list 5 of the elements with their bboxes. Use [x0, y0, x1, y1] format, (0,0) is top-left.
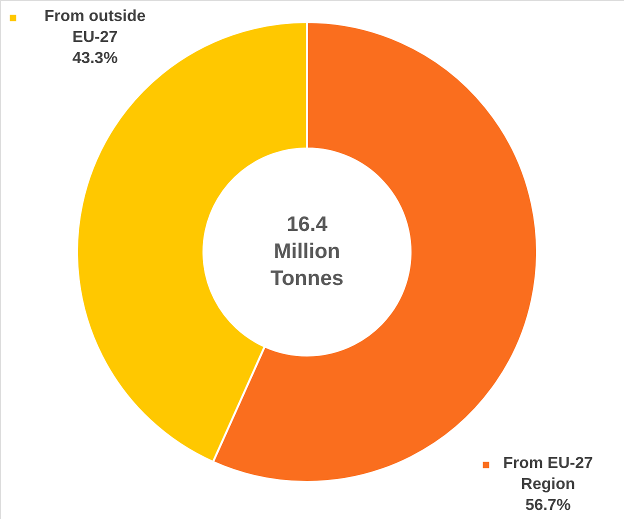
data-label: 56.7% — [525, 497, 571, 514]
legend-label: From outside EU-27 — [44, 8, 146, 46]
legend-label: From EU-27 Region — [503, 455, 593, 493]
text: 16.4 Million Tonnes — [270, 213, 344, 290]
data-label: 43.3% — [72, 50, 118, 67]
